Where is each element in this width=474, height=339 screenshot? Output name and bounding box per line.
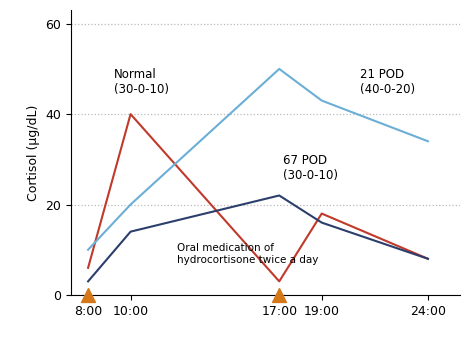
Y-axis label: Cortisol (μg/dL): Cortisol (μg/dL)	[27, 104, 40, 201]
Text: 21 POD
(40-0-20): 21 POD (40-0-20)	[360, 68, 415, 97]
Text: Normal
(30-0-10): Normal (30-0-10)	[114, 68, 169, 97]
Text: Oral medication of
hydrocortisone twice a day: Oral medication of hydrocortisone twice …	[177, 243, 319, 264]
Point	[275, 292, 283, 298]
Point	[84, 292, 92, 298]
Text: 67 POD
(30-0-10): 67 POD (30-0-10)	[283, 154, 338, 182]
